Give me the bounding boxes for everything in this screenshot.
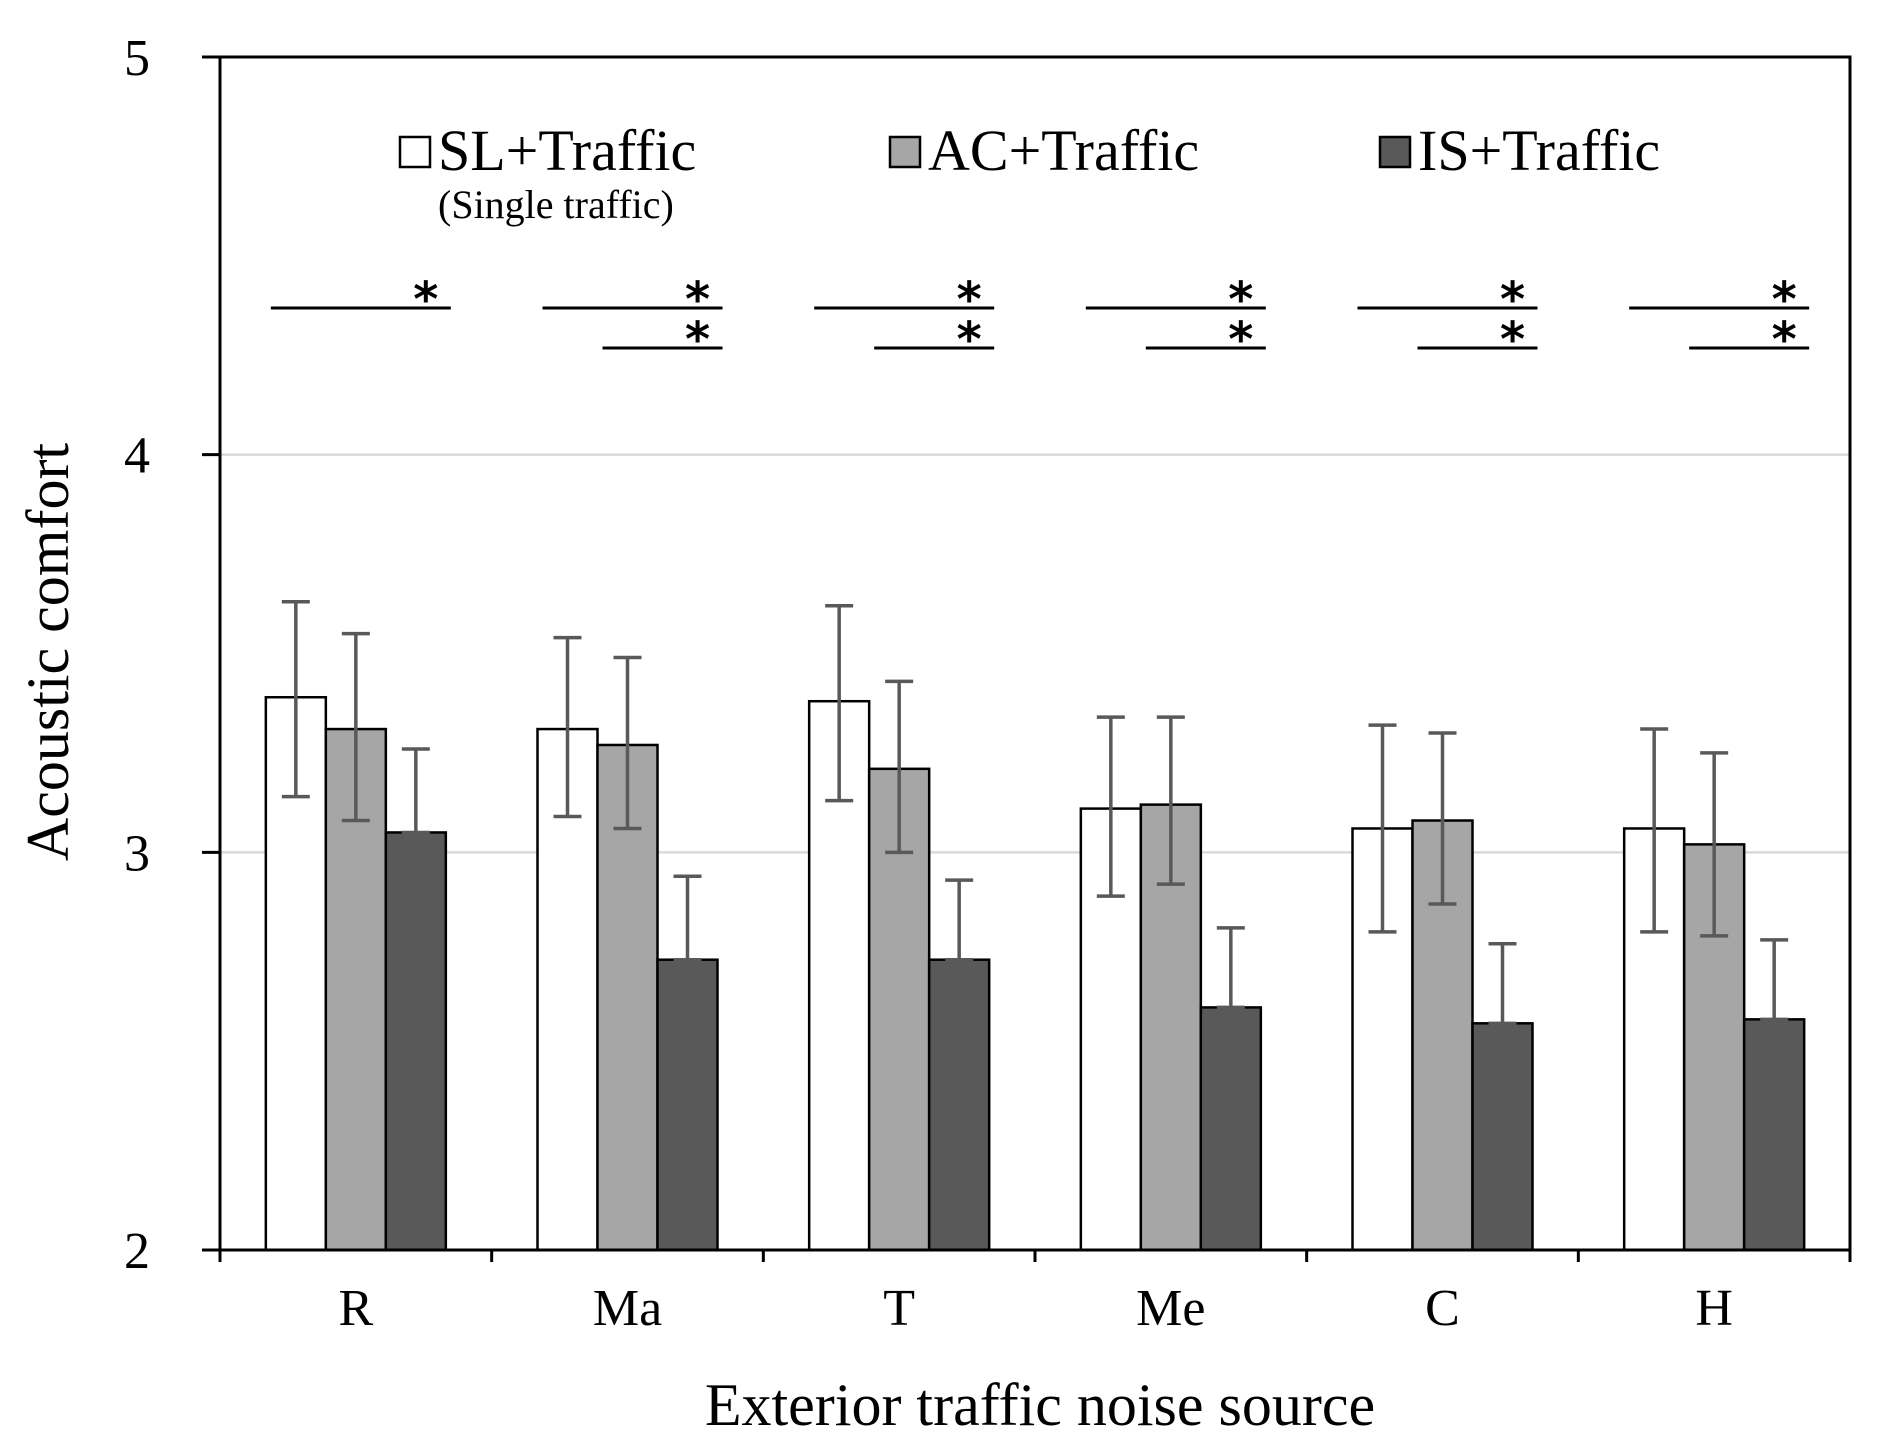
x-tick-label: R	[338, 1280, 373, 1337]
significance-star: *	[957, 312, 982, 368]
plot-frame	[218, 55, 1852, 1252]
significance-star: *	[1228, 312, 1253, 368]
significance-star: *	[1228, 272, 1253, 328]
legend-label: IS+Traffic	[1418, 118, 1660, 183]
bar	[1742, 1018, 1806, 1252]
bars	[264, 695, 1806, 1252]
bar	[927, 958, 991, 1252]
significance-star: *	[957, 272, 982, 328]
x-tick-label: C	[1425, 1280, 1460, 1337]
legend-swatch	[888, 135, 922, 169]
x-tick-label: H	[1695, 1280, 1733, 1337]
significance-star: *	[685, 312, 710, 368]
significance-markers: * **********	[270, 272, 1810, 368]
x-tick-label: T	[883, 1280, 915, 1337]
significance-star: *	[1500, 312, 1525, 368]
significance-star: *	[1772, 312, 1797, 368]
legend-swatch	[398, 135, 432, 169]
x-tick-label: Me	[1136, 1280, 1205, 1337]
bar	[1471, 1022, 1534, 1252]
y-tick-label: 4	[124, 428, 150, 485]
error-bars	[281, 600, 1789, 1026]
bar	[384, 831, 448, 1252]
bar	[656, 958, 719, 1252]
significance-star: *	[685, 272, 710, 328]
bar	[1199, 1006, 1263, 1252]
legend-label: AC+Traffic	[928, 118, 1199, 183]
y-tick-label: 5	[124, 30, 150, 87]
y-tick-label: 3	[124, 825, 150, 882]
y-axis-title: Acoustic comfort	[15, 443, 81, 862]
tick-labels: 2 3 4 5 R Ma T Me C H	[124, 30, 1733, 1337]
x-axis-title: Exterior traffic noise source	[705, 1372, 1375, 1438]
significance-star: *	[1500, 272, 1525, 328]
x-tick-label: Ma	[593, 1280, 662, 1337]
legend-sublabel: (Single traffic)	[438, 182, 674, 227]
significance-star: *	[1772, 272, 1797, 328]
legend-label: SL+Traffic	[438, 118, 696, 183]
y-tick-label: 2	[124, 1223, 150, 1280]
axes	[202, 55, 1852, 1262]
legend-swatch	[1378, 135, 1412, 169]
significance-star: *	[413, 272, 438, 328]
gridlines	[220, 453, 1850, 854]
legend: SL+Traffic(Single traffic) AC+Traffic IS+T…	[398, 118, 1660, 227]
